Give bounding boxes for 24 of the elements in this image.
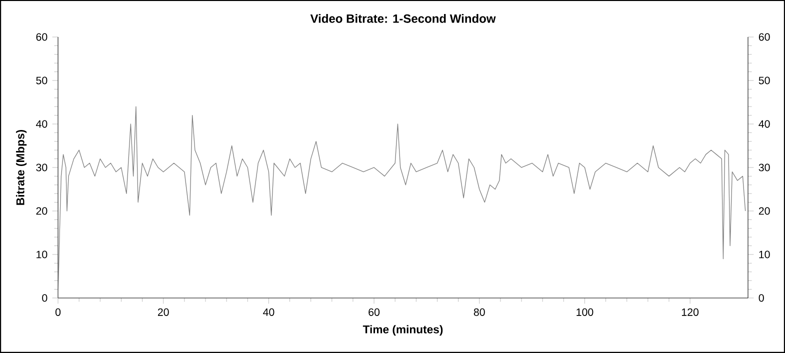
chart-title: Video Bitrate: 1-Second Window: [310, 14, 496, 23]
y-tick-label: 20: [36, 207, 48, 215]
y-tick-label: 60: [36, 33, 48, 41]
x-tick-label: 60: [368, 308, 380, 316]
y2-tick-label: 30: [758, 164, 770, 172]
y2-tick-label: 50: [758, 76, 770, 84]
x-axis-title: Time (minutes): [362, 325, 443, 336]
y2-tick-label: 0: [758, 294, 764, 302]
y2-tick-label: 40: [758, 120, 770, 128]
y-axis-title: Bitrate (Mbps): [16, 130, 27, 205]
y2-tick-label: 10: [759, 250, 770, 258]
x-tick-label: 80: [474, 308, 485, 316]
x-tick-label: 40: [263, 308, 274, 316]
y-tick-label: 40: [36, 120, 48, 128]
x-tick-label: 20: [158, 308, 169, 316]
x-tick-label: 0: [55, 308, 61, 316]
x-tick-label: 120: [682, 308, 699, 316]
y-tick-label: 0: [42, 294, 48, 302]
y2-tick-label: 60: [758, 33, 770, 41]
y2-tick-label: 20: [758, 207, 770, 215]
x-tick-label: 100: [576, 308, 594, 316]
y-tick-label: 30: [36, 164, 48, 172]
y-tick-label: 10: [36, 250, 48, 258]
y-tick-label: 50: [36, 76, 48, 84]
